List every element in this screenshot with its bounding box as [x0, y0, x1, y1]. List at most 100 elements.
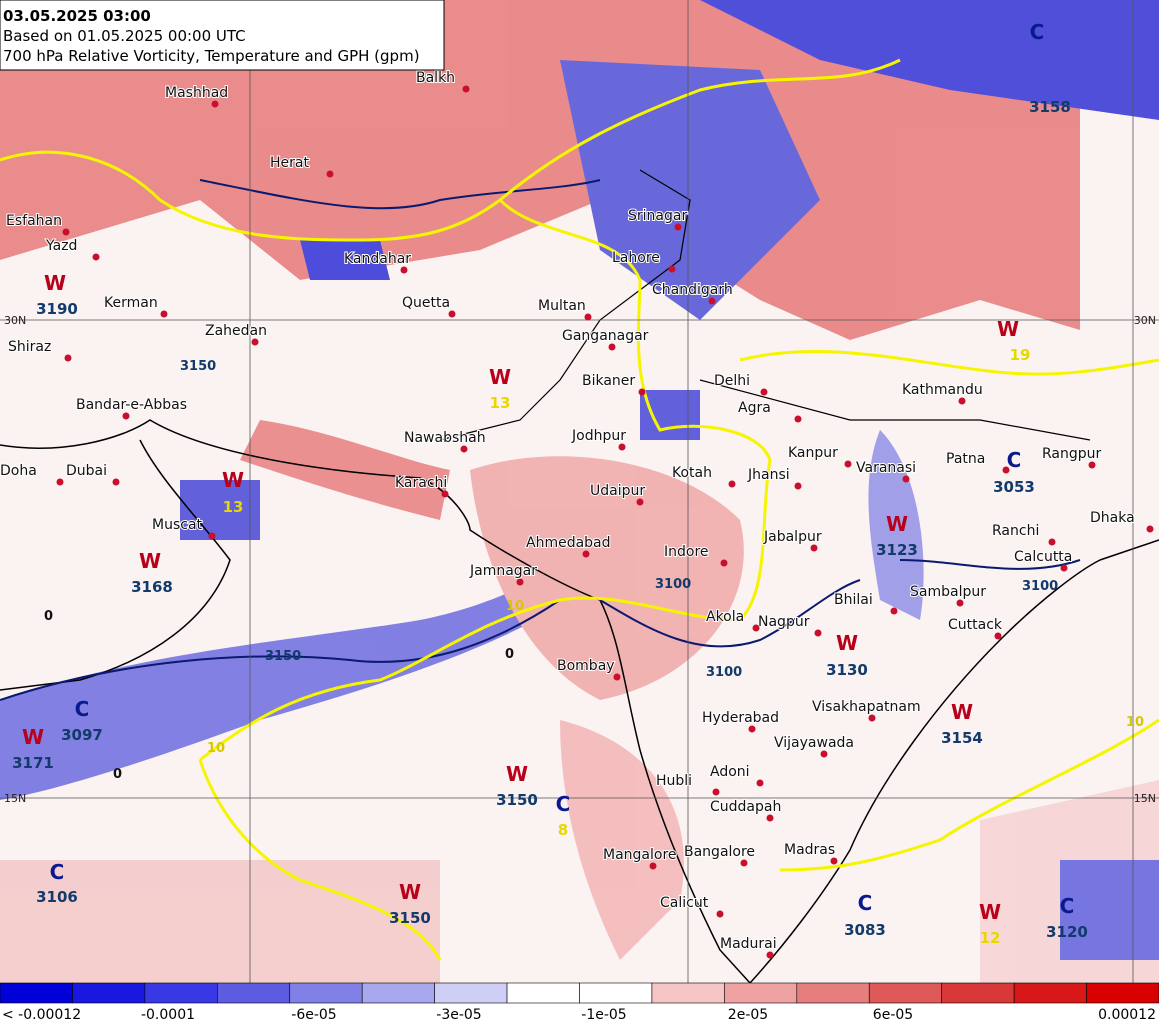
- city-marker: [760, 388, 768, 396]
- center-value: 3150: [496, 791, 538, 809]
- city-label: Srinagar: [628, 208, 687, 224]
- city-marker: [251, 338, 259, 346]
- contour-label: 10: [1126, 715, 1144, 730]
- city-marker: [160, 310, 168, 318]
- city-marker: [668, 265, 676, 273]
- center-letter: C: [1030, 20, 1045, 44]
- contour-label: 10: [506, 599, 524, 614]
- latitude-label: 30N: [4, 314, 26, 327]
- city-marker: [636, 498, 644, 506]
- city-label: Bhilai: [834, 592, 873, 608]
- contour-label: 3150: [265, 649, 301, 664]
- city-label: Visakhapatnam: [812, 699, 921, 715]
- temperature-contours: [0, 58, 1159, 961]
- city-marker: [740, 859, 748, 867]
- city-label: Varanasi: [856, 460, 916, 476]
- city-label: Bandar-e-Abbas: [76, 397, 187, 413]
- city-label: Udaipur: [590, 483, 645, 499]
- city-marker: [462, 85, 470, 93]
- city-label: Esfahan: [6, 213, 62, 229]
- center-letter: W: [22, 725, 44, 749]
- city-label: Akola: [706, 609, 744, 625]
- header-based-on: Based on 01.05.2025 00:00 UTC: [3, 27, 246, 45]
- colorbar-swatch: [724, 982, 798, 1004]
- colorbar-swatch: [72, 982, 146, 1004]
- city-label: Vijayawada: [774, 735, 854, 751]
- colorbar-label: -6e-05: [291, 1007, 336, 1023]
- city-marker: [208, 532, 216, 540]
- city-marker: [122, 412, 130, 420]
- contour-label: 10: [207, 741, 225, 756]
- city-label: Zahedan: [205, 323, 267, 339]
- center-value: 3106: [36, 888, 78, 906]
- city-marker: [890, 607, 898, 615]
- contour-label: 0: [44, 609, 53, 624]
- colorbar-swatch: [1086, 982, 1159, 1004]
- colorbar-swatch: [0, 982, 73, 1004]
- city-marker: [1060, 564, 1068, 572]
- city-label: Balkh: [416, 70, 455, 86]
- center-value: 3190: [36, 300, 78, 318]
- contour-label: 0: [505, 647, 514, 662]
- city-marker: [1002, 466, 1010, 474]
- city-label: Lahore: [612, 250, 660, 266]
- city-label: Ahmedabad: [526, 535, 611, 551]
- center-value: 13: [490, 394, 511, 412]
- city-marker: [820, 750, 828, 758]
- city-marker: [830, 857, 838, 865]
- colorbar-swatch: [506, 982, 580, 1004]
- city-label: Cuddapah: [710, 799, 781, 815]
- center-value: 3150: [389, 909, 431, 927]
- city-marker: [708, 297, 716, 305]
- center-letter: C: [556, 792, 571, 816]
- city-label: Doha: [0, 463, 37, 479]
- center-letter: C: [858, 891, 873, 915]
- city-marker: [902, 475, 910, 483]
- colorbar: < -0.00012 -0.0001 -6e-05 -3e-05 -1e-05 2e-05…: [0, 982, 1159, 1023]
- city-label: Jodhpur: [571, 428, 626, 444]
- city-label: Dubai: [66, 463, 107, 479]
- city-marker: [582, 550, 590, 558]
- city-marker: [441, 490, 449, 498]
- center-value: 3083: [844, 921, 886, 939]
- city-label: Chandigarh: [652, 282, 733, 298]
- colorbar-swatch: [941, 982, 1015, 1004]
- city-marker: [1088, 461, 1096, 469]
- center-letter: W: [997, 317, 1019, 341]
- contour-label: 3100: [655, 577, 691, 592]
- city-label: Nagpur: [758, 614, 810, 630]
- center-value: 3053: [993, 478, 1035, 496]
- city-label: Hubli: [656, 773, 692, 789]
- center-letter: W: [139, 549, 161, 573]
- colorbar-swatch: [289, 982, 363, 1004]
- city-marker: [748, 725, 756, 733]
- city-marker: [448, 310, 456, 318]
- colorbar-swatch: [434, 982, 508, 1004]
- center-letter: W: [489, 365, 511, 389]
- city-marker: [868, 714, 876, 722]
- city-label: Karachi: [395, 475, 447, 491]
- city-marker: [649, 862, 657, 870]
- city-label: Nawabshah: [404, 430, 486, 446]
- center-letter: C: [50, 860, 65, 884]
- center-value: 12: [980, 929, 1001, 947]
- city-marker: [400, 266, 408, 274]
- center-letter: C: [75, 697, 90, 721]
- city-marker: [584, 313, 592, 321]
- colorbar-swatch: [217, 982, 291, 1004]
- city-label: Jhansi: [747, 467, 790, 483]
- city-marker: [794, 415, 802, 423]
- city-label: Cuttack: [948, 617, 1003, 633]
- city-marker: [956, 599, 964, 607]
- city-label: Patna: [946, 451, 985, 467]
- center-value: 3171: [12, 754, 54, 772]
- city-marker: [62, 228, 70, 236]
- center-letter: W: [836, 631, 858, 655]
- city-label: Kerman: [104, 295, 158, 311]
- colorbar-label: 6e-05: [873, 1007, 913, 1023]
- center-value: 19: [1010, 346, 1031, 364]
- city-marker: [460, 445, 468, 453]
- city-label: Bombay: [557, 658, 615, 674]
- center-value: 3130: [826, 661, 868, 679]
- city-label: Jamnagar: [469, 563, 537, 579]
